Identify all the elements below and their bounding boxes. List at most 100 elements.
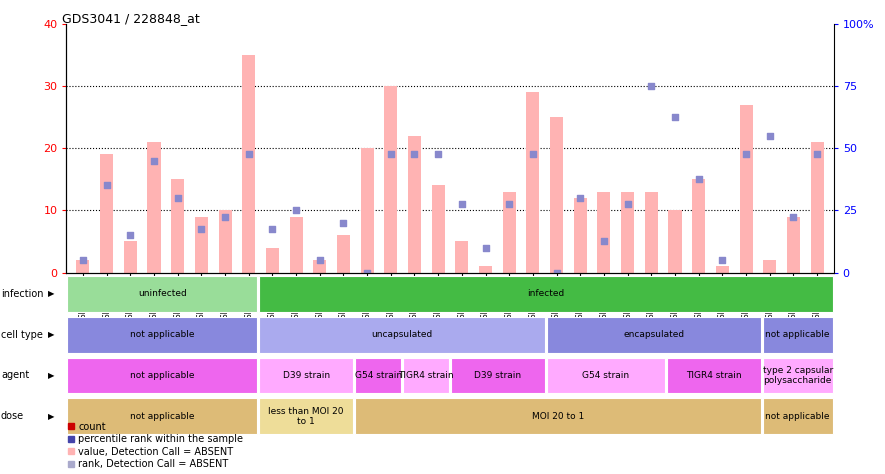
Bar <box>547 357 665 393</box>
Point <box>787 213 801 220</box>
Point <box>763 132 777 139</box>
Text: ▶: ▶ <box>48 412 55 420</box>
Text: not applicable: not applicable <box>130 330 195 339</box>
Bar <box>259 357 353 393</box>
Point <box>739 151 753 158</box>
Text: D39 strain: D39 strain <box>474 371 521 380</box>
Point <box>668 113 682 121</box>
Point <box>218 213 232 220</box>
Bar <box>645 191 658 273</box>
Bar <box>763 317 833 353</box>
Text: infection: infection <box>1 289 43 299</box>
Bar <box>479 266 492 273</box>
Bar <box>289 217 303 273</box>
Bar <box>763 357 833 393</box>
Text: ▶: ▶ <box>48 330 55 339</box>
Point <box>123 231 137 239</box>
Bar <box>763 260 776 273</box>
Text: uninfected: uninfected <box>138 290 187 298</box>
Bar <box>740 105 752 273</box>
Bar <box>451 357 545 393</box>
Point <box>99 182 113 189</box>
Text: encapsulated: encapsulated <box>623 330 684 339</box>
Text: ▶: ▶ <box>48 371 55 380</box>
Point <box>479 244 493 252</box>
Point <box>715 256 729 264</box>
Bar <box>811 142 824 273</box>
Bar <box>408 136 421 273</box>
Bar <box>666 357 761 393</box>
Text: GDS3041 / 228848_at: GDS3041 / 228848_at <box>62 12 200 25</box>
Bar <box>148 142 160 273</box>
Text: MOI 20 to 1: MOI 20 to 1 <box>532 412 584 420</box>
Point <box>620 201 635 208</box>
Bar <box>259 317 545 353</box>
Bar <box>621 191 635 273</box>
Bar <box>67 357 258 393</box>
Bar <box>384 86 397 273</box>
Point <box>336 219 350 227</box>
Text: TIGR4 strain: TIGR4 strain <box>686 371 742 380</box>
Bar <box>527 92 540 273</box>
Point <box>691 175 705 183</box>
Point <box>195 225 209 233</box>
Point <box>526 151 540 158</box>
Bar <box>337 235 350 273</box>
Bar <box>360 148 373 273</box>
Point <box>407 151 421 158</box>
Bar <box>124 241 137 273</box>
Bar <box>100 155 113 273</box>
Point <box>384 151 398 158</box>
Point <box>76 256 90 264</box>
Bar <box>432 185 444 273</box>
Point <box>596 237 611 245</box>
Point <box>312 256 327 264</box>
Text: type 2 capsular
polysaccharide: type 2 capsular polysaccharide <box>763 366 833 385</box>
Bar <box>597 191 611 273</box>
Text: ▶: ▶ <box>48 290 55 298</box>
Bar <box>763 398 833 434</box>
Bar <box>171 179 184 273</box>
Bar <box>67 317 258 353</box>
Legend: count, percentile rank within the sample, value, Detection Call = ABSENT, rank, : count, percentile rank within the sample… <box>66 422 243 469</box>
Bar <box>76 260 89 273</box>
Bar <box>259 398 353 434</box>
Text: not applicable: not applicable <box>130 412 195 420</box>
Bar <box>403 357 449 393</box>
Bar <box>787 217 800 273</box>
Bar <box>503 191 516 273</box>
Bar <box>266 248 279 273</box>
Point <box>644 82 658 90</box>
Text: G54 strain: G54 strain <box>582 371 629 380</box>
Bar <box>456 241 468 273</box>
Bar <box>259 276 833 312</box>
Bar <box>550 117 563 273</box>
Point <box>810 151 824 158</box>
Bar <box>195 217 208 273</box>
Bar <box>547 317 761 353</box>
Text: not applicable: not applicable <box>766 412 830 420</box>
Text: TIGR4 strain: TIGR4 strain <box>398 371 454 380</box>
Bar <box>67 276 258 312</box>
Point <box>360 269 374 276</box>
Text: G54 strain: G54 strain <box>355 371 402 380</box>
Text: dose: dose <box>1 411 24 421</box>
Bar <box>355 398 761 434</box>
Bar <box>692 179 705 273</box>
Point <box>289 207 304 214</box>
Point <box>455 201 469 208</box>
Bar <box>67 398 258 434</box>
Text: less than MOI 20
to 1: less than MOI 20 to 1 <box>268 407 344 426</box>
Point <box>431 151 445 158</box>
Text: agent: agent <box>1 370 29 381</box>
Bar <box>668 210 681 273</box>
Bar <box>313 260 327 273</box>
Text: uncapsulated: uncapsulated <box>372 330 433 339</box>
Point <box>171 194 185 202</box>
Bar <box>355 357 401 393</box>
Text: not applicable: not applicable <box>766 330 830 339</box>
Text: D39 strain: D39 strain <box>282 371 330 380</box>
Point <box>502 201 516 208</box>
Point <box>242 151 256 158</box>
Bar <box>242 55 255 273</box>
